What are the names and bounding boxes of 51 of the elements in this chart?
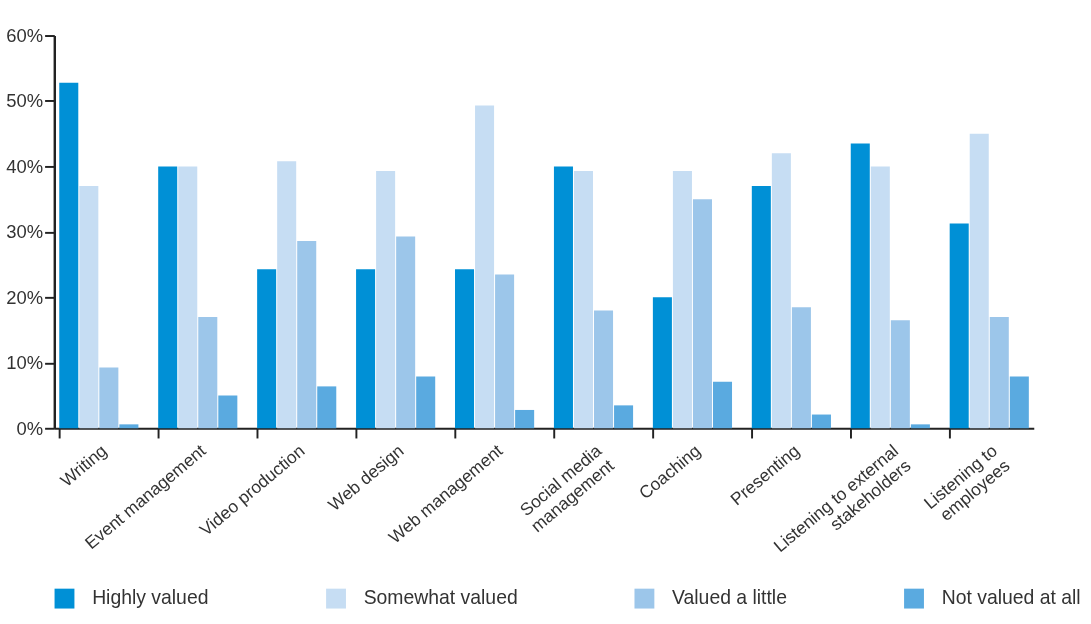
legend-label: Not valued at all [941,586,1081,609]
bar [692,199,712,429]
bar [594,310,614,429]
legend-label: Highly valued [92,586,209,609]
y-tick-label: 50% [6,90,44,112]
y-tick-label: 60% [6,24,44,46]
bar [949,223,969,429]
bar [751,186,771,429]
bar [870,166,890,429]
y-tick-label: 0% [16,417,44,439]
bar [791,307,811,429]
bar [99,367,119,429]
bar [771,153,791,429]
bar [178,166,198,429]
bar [59,82,79,429]
bar [317,386,337,429]
bar [158,166,178,429]
bar [297,241,317,429]
bar [119,424,139,429]
bar [614,405,634,429]
bar [652,297,672,429]
bar [376,171,396,429]
bar [515,409,535,429]
bar [712,381,733,429]
bar [198,317,218,429]
y-tick-label: 20% [6,286,44,308]
bar [890,320,910,429]
bar [1009,376,1029,429]
bar [553,166,573,429]
bar [356,269,376,429]
bar [416,376,436,429]
bar [969,133,989,429]
bar [672,171,692,429]
bar [910,424,930,429]
y-tick-label: 40% [6,155,44,177]
bar [277,161,297,429]
bar [79,186,99,429]
y-tick-label: 10% [6,352,44,374]
legend-label: Valued a little [672,586,787,609]
bar [989,317,1009,429]
bar [257,269,277,429]
bar [218,395,238,429]
bar [475,105,495,429]
bar [811,414,831,429]
bar [495,274,515,429]
bar [573,171,594,429]
bar [396,236,416,429]
bar [455,269,475,429]
y-tick-label: 30% [6,221,44,243]
legend-label: Somewhat valued [363,586,518,609]
bar [850,143,870,429]
